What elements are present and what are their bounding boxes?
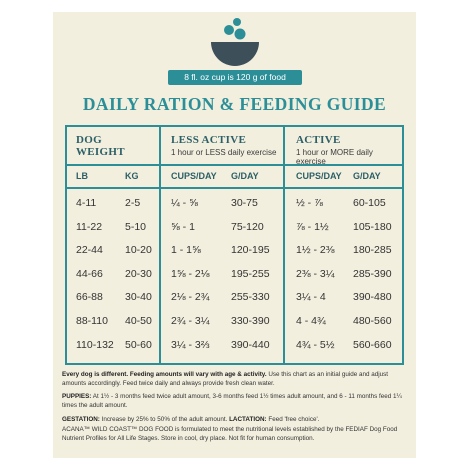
less-active-cups-cell: 3¼ - 3⅔ [171, 338, 210, 351]
less-active-grams-cell: 195-255 [231, 267, 270, 280]
footnote-gestation: GESTATION: Increase by 25% to 50% of the… [62, 415, 412, 424]
active-cups-cell: ⅞ - 1½ [296, 220, 329, 233]
less-active-cups-cell: ¼ - ⅝ [171, 197, 198, 209]
active-cups-cell: 2⅜ - 3¼ [296, 267, 335, 280]
page-title: DAILY RATION & FEEDING GUIDE [82, 94, 387, 114]
cup-conversion-badge: 8 fl. oz cup is 120 g of food [168, 70, 302, 85]
less-active-cups-cell: ⅝ - 1 [171, 220, 195, 233]
active-grams-cell: 60-105 [353, 197, 386, 209]
less-active-cups-cell: 1 - 1⅝ [171, 244, 201, 257]
active-grams-header: G/DAY [353, 171, 381, 181]
less-active-grams-cell: 330-390 [231, 315, 270, 327]
less-active-grams-header: G/DAY [231, 171, 259, 181]
footnote-general-bold: Every dog is different. Feeding amounts … [62, 371, 267, 378]
active-header: ACTIVE [296, 134, 341, 146]
active-cups-cell: 3¼ - 4 [296, 291, 326, 304]
food-bowl-icon [211, 18, 259, 66]
header-divider [67, 187, 402, 189]
less-active-grams-cell: 390-440 [231, 338, 270, 351]
weight-lb-cell: 88-110 [76, 315, 108, 327]
weight-kg-cell: 50-60 [125, 338, 152, 351]
active-cups-header: CUPS/DAY [296, 171, 342, 181]
active-cups-cell: 1½ - 2⅜ [296, 244, 335, 257]
dog-weight-header-line1: DOG [76, 134, 102, 146]
active-grams-cell: 390-480 [353, 291, 392, 304]
less-active-grams-cell: 75-120 [231, 220, 264, 233]
footnote-gestation-text: Increase by 25% to 50% of the adult amou… [99, 416, 230, 423]
weight-kg-cell: 5-10 [125, 220, 147, 233]
less-active-grams-cell: 255-330 [231, 291, 270, 304]
footnote-lactation-text: Feed 'free choice'. [266, 416, 320, 423]
weight-lb-cell: 66-88 [76, 291, 103, 304]
active-grams-cell: 105-180 [353, 220, 392, 233]
footnote-puppies: PUPPIES: At 1½ - 3 months feed twice adu… [62, 392, 412, 410]
footnote-puppies-text: At 1½ - 3 months feed twice adult amount… [62, 393, 402, 409]
less-active-grams-cell: 120-195 [231, 244, 270, 257]
lb-column-header: LB [76, 171, 88, 181]
footnote-legal: ACANA™ WILD COAST™ DOG FOOD is formulate… [62, 426, 398, 442]
active-cups-cell: ½ - ⅞ [296, 197, 323, 209]
weight-kg-cell: 20-30 [125, 267, 152, 280]
weight-lb-cell: 11-22 [76, 220, 103, 233]
footnote-general: Every dog is different. Feeding amounts … [62, 370, 412, 388]
active-grams-cell: 180-285 [353, 244, 392, 257]
less-active-grams-cell: 30-75 [231, 197, 258, 209]
active-grams-cell: 285-390 [353, 267, 392, 280]
less-active-cups-cell: 2¾ - 3¼ [171, 315, 210, 327]
weight-kg-cell: 40-50 [125, 315, 152, 327]
active-subheader: 1 hour or MORE daily exercise [296, 148, 373, 166]
footnote-puppies-bold: PUPPIES: [62, 393, 92, 400]
dog-weight-header: DOG WEIGHT [76, 134, 125, 158]
footnote-gestation-bold: GESTATION: [62, 416, 100, 423]
active-cups-cell: 4¾ - 5½ [296, 338, 335, 351]
active-cups-cell: 4 - 4¾ [296, 315, 326, 327]
column-divider [159, 127, 161, 363]
less-active-header: LESS ACTIVE [171, 134, 247, 146]
footnote-lactation-bold: LACTATION: [229, 416, 267, 423]
weight-lb-cell: 4-11 [76, 197, 97, 209]
less-active-cups-cell: 1⅝ - 2⅛ [171, 267, 210, 280]
weight-kg-cell: 2-5 [125, 197, 141, 209]
feeding-guide-card [53, 12, 416, 458]
active-grams-cell: 560-660 [353, 338, 392, 351]
weight-lb-cell: 44-66 [76, 267, 103, 280]
weight-kg-cell: 10-20 [125, 244, 152, 257]
dog-weight-header-line2: WEIGHT [76, 146, 125, 158]
active-grams-cell: 480-560 [353, 315, 392, 327]
weight-kg-cell: 30-40 [125, 291, 152, 304]
footnote-general-text: Use this chart as an initial guide and a… [62, 371, 389, 387]
kg-column-header: KG [125, 171, 139, 181]
less-active-cups-header: CUPS/DAY [171, 171, 217, 181]
weight-lb-cell: 110-132 [76, 338, 114, 351]
column-divider [283, 127, 285, 363]
less-active-cups-cell: 2⅛ - 2¾ [171, 291, 210, 304]
header-divider [67, 164, 402, 166]
less-active-subheader: 1 hour or LESS daily exercise [171, 148, 277, 157]
feeding-table: DOG WEIGHT LESS ACTIVE 1 hour or LESS da… [65, 125, 404, 365]
weight-lb-cell: 22-44 [76, 244, 103, 257]
